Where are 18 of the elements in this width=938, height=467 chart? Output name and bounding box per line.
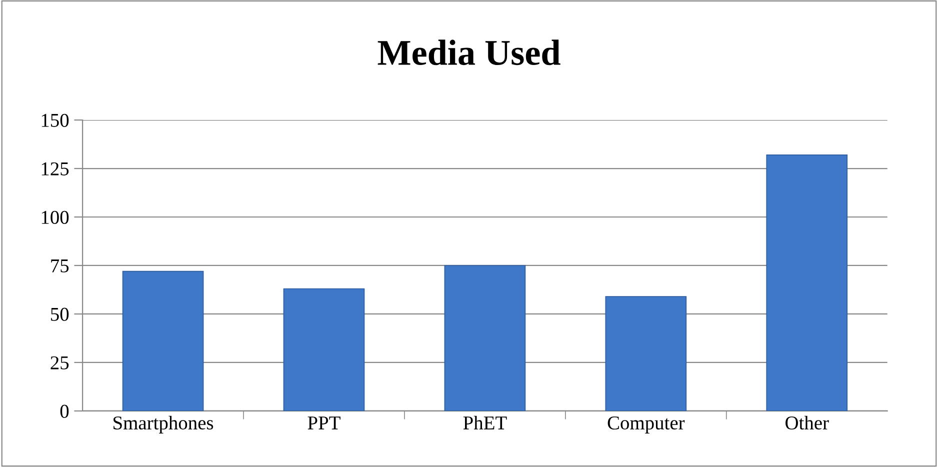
y-tick-label: 100: [42, 210, 69, 224]
y-tick-label: 50: [51, 308, 69, 321]
x-tick-label: Other: [786, 416, 829, 430]
bar: [766, 154, 848, 411]
y-tick-label: 150: [42, 114, 69, 127]
y-tick-label: 125: [42, 162, 69, 176]
x-tick-label: Computer: [608, 416, 685, 434]
x-tick-label: Smartphones: [114, 416, 214, 434]
chart-title: Media Used: [378, 40, 560, 66]
x-tick-label: PPT: [308, 416, 340, 430]
y-tick-label: 75: [51, 260, 69, 272]
y-tick-label: 25: [50, 356, 69, 370]
y-tick-label: 0: [60, 404, 69, 418]
bar: [122, 270, 204, 411]
bar: [444, 265, 526, 411]
bar: [283, 288, 365, 411]
bar: [605, 296, 687, 411]
x-tick-label: PhET: [463, 416, 507, 430]
